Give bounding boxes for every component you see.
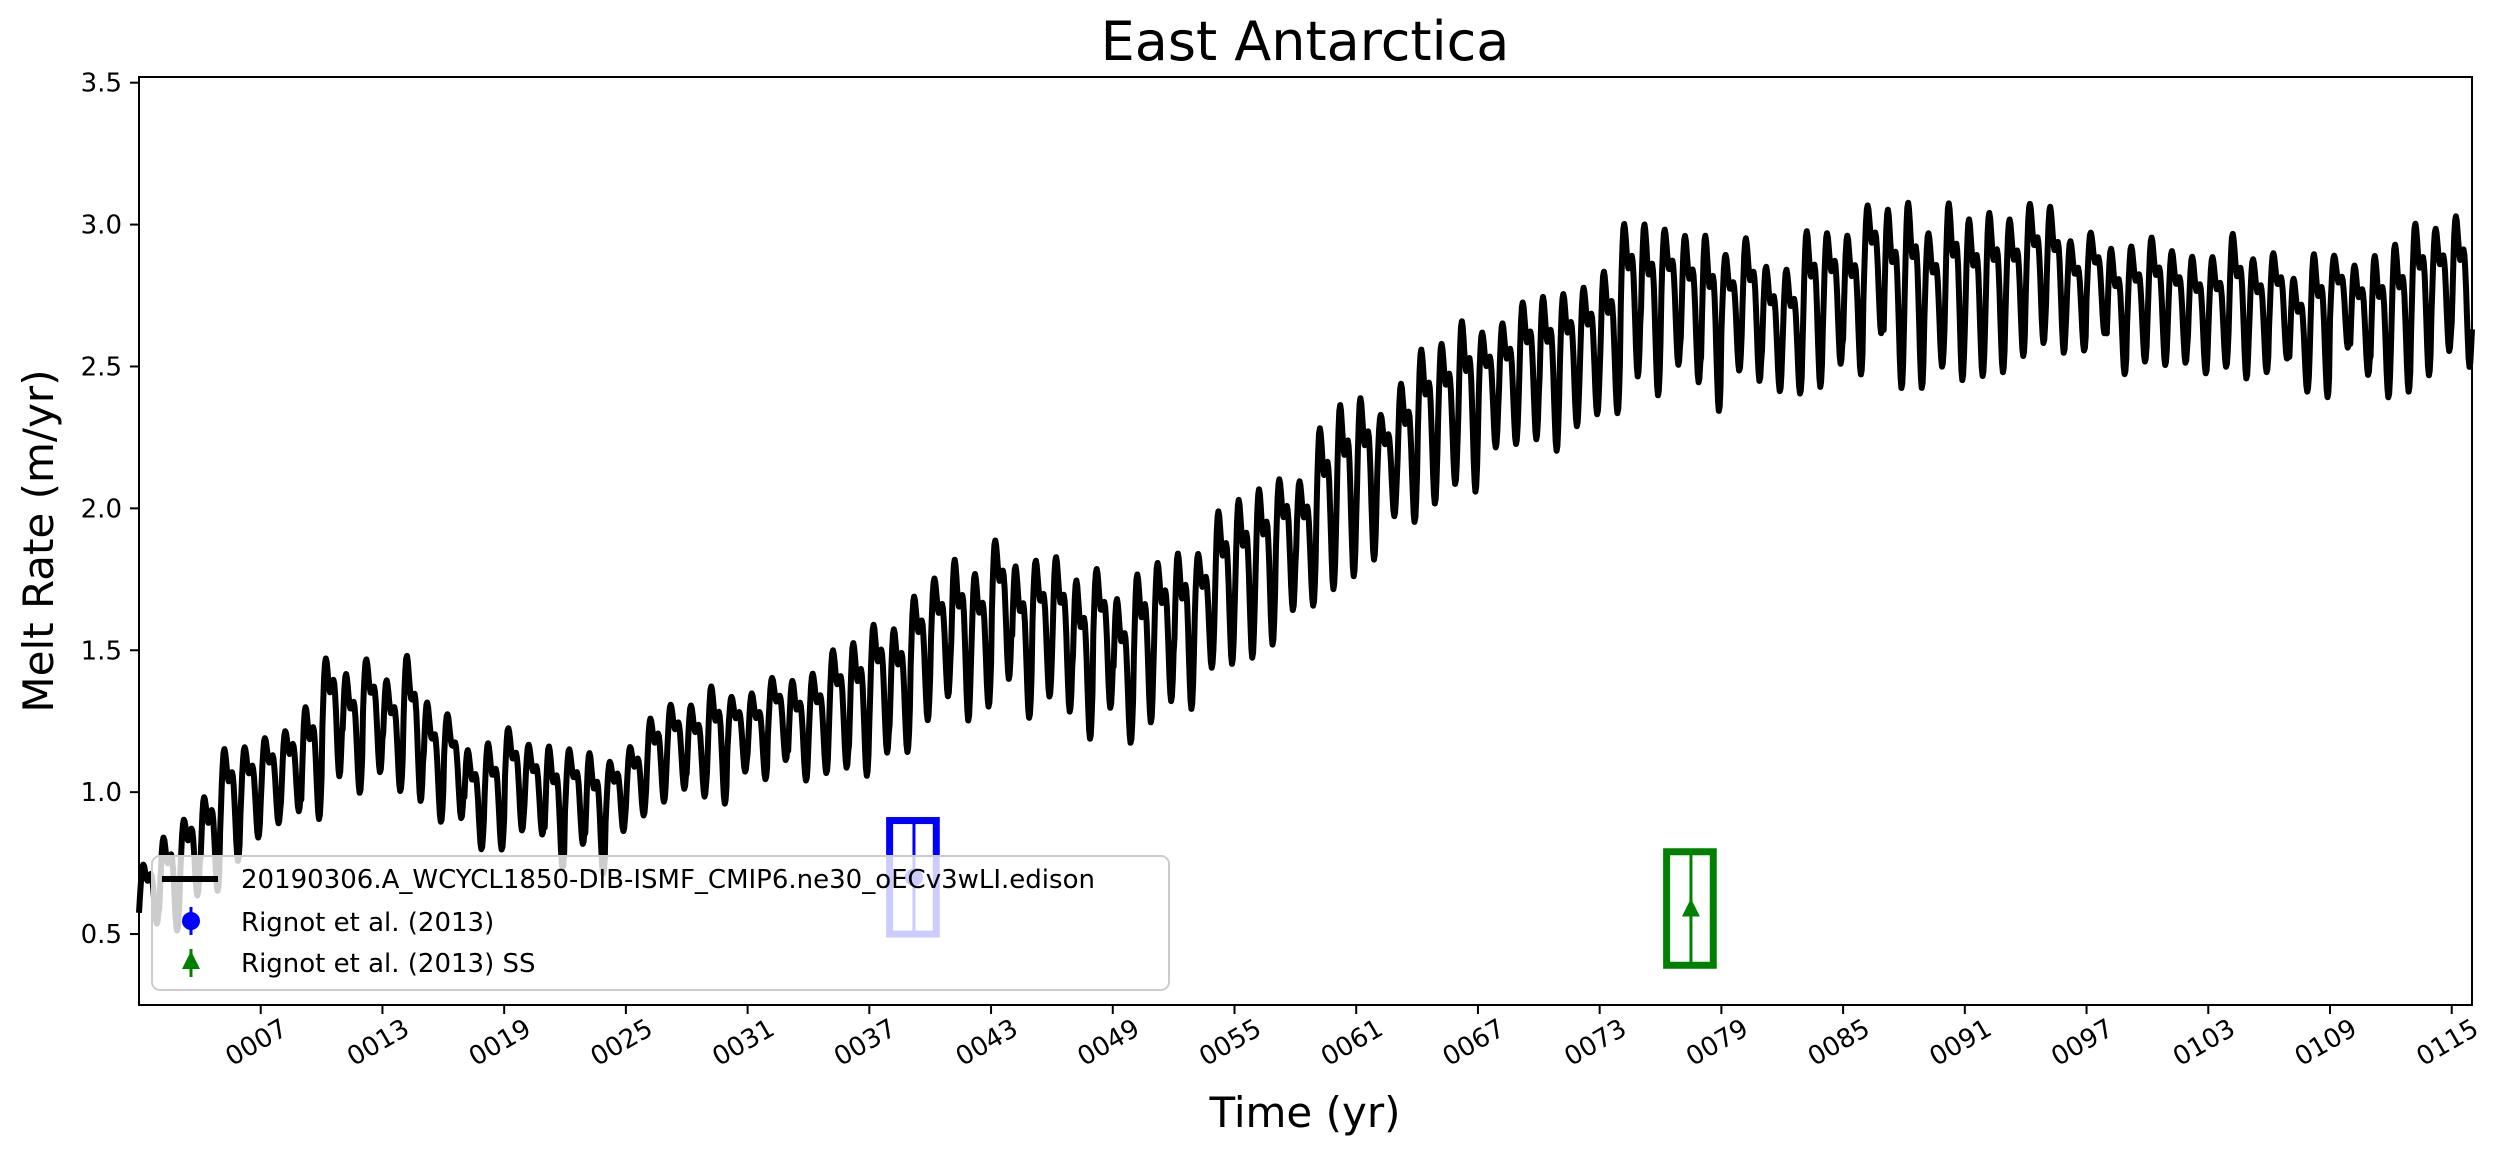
x-tick-label: 0061 bbox=[1316, 1014, 1388, 1073]
legend-swatch-rignot-ss bbox=[182, 949, 200, 977]
x-axis-title: Time (yr) bbox=[1208, 1088, 1400, 1137]
x-tick-label: 0085 bbox=[1803, 1014, 1875, 1073]
y-tick-label: 2.0 bbox=[81, 494, 122, 524]
legend-box bbox=[151, 855, 1170, 991]
x-tick-label: 0055 bbox=[1194, 1014, 1266, 1073]
x-tick-label: 0019 bbox=[464, 1014, 536, 1073]
y-tick-label: 1.5 bbox=[81, 636, 122, 666]
x-tick-label: 0013 bbox=[342, 1014, 414, 1073]
y-axis: 0.5 1.0 1.5 2.0 2.5 3.0 3.5 bbox=[81, 69, 139, 950]
x-tick-label: 0049 bbox=[1073, 1014, 1145, 1073]
x-axis: 0007 0013 0019 0025 0031 0037 0043 0049 0055 0061… bbox=[221, 1005, 2484, 1073]
x-tick-label: 0091 bbox=[1925, 1014, 1997, 1073]
y-tick-label: 1.0 bbox=[81, 778, 122, 808]
x-tick-label: 0043 bbox=[951, 1014, 1023, 1073]
y-tick-label: 3.0 bbox=[81, 211, 122, 241]
y-tick-label: 3.5 bbox=[81, 69, 122, 99]
y-tick-label: 2.5 bbox=[81, 352, 122, 382]
x-tick-label: 0025 bbox=[586, 1014, 658, 1073]
y-tick-label: 0.5 bbox=[81, 920, 122, 950]
chart-title: East Antarctica bbox=[1101, 10, 1510, 73]
plot-frame bbox=[138, 76, 2473, 1006]
legend-label-rignot-ss: Rignot et al. (2013) SS bbox=[241, 949, 536, 979]
series-model-line bbox=[136, 199, 2475, 934]
x-tick-label: 0067 bbox=[1438, 1014, 1510, 1073]
x-tick-label: 0073 bbox=[1560, 1014, 1632, 1073]
x-tick-label: 0031 bbox=[707, 1014, 779, 1073]
y-axis-title: Melt Rate (m/yr) bbox=[14, 369, 63, 712]
plot-area bbox=[136, 199, 2475, 934]
obs-marker bbox=[1681, 898, 1700, 917]
x-tick-label: 0007 bbox=[221, 1014, 293, 1073]
legend-swatch-rignot bbox=[182, 907, 200, 935]
legend-label-model: 20190306.A_WCYCL1850-DIB-ISMF_CMIP6.ne30… bbox=[241, 865, 1095, 895]
x-tick-label: 0097 bbox=[2046, 1014, 2118, 1073]
x-tick-label: 0103 bbox=[2168, 1014, 2240, 1073]
x-tick-label: 0115 bbox=[2412, 1014, 2484, 1073]
x-tick-label: 0037 bbox=[829, 1014, 901, 1073]
legend: 20190306.A_WCYCL1850-DIB-ISMF_CMIP6.ne30… bbox=[151, 855, 1170, 991]
x-tick-label: 0079 bbox=[1681, 1014, 1753, 1073]
x-tick-label: 0109 bbox=[2290, 1014, 2362, 1073]
legend-label-rignot: Rignot et al. (2013) bbox=[241, 908, 494, 938]
obs-rignot-2013-ss bbox=[1663, 848, 1717, 969]
